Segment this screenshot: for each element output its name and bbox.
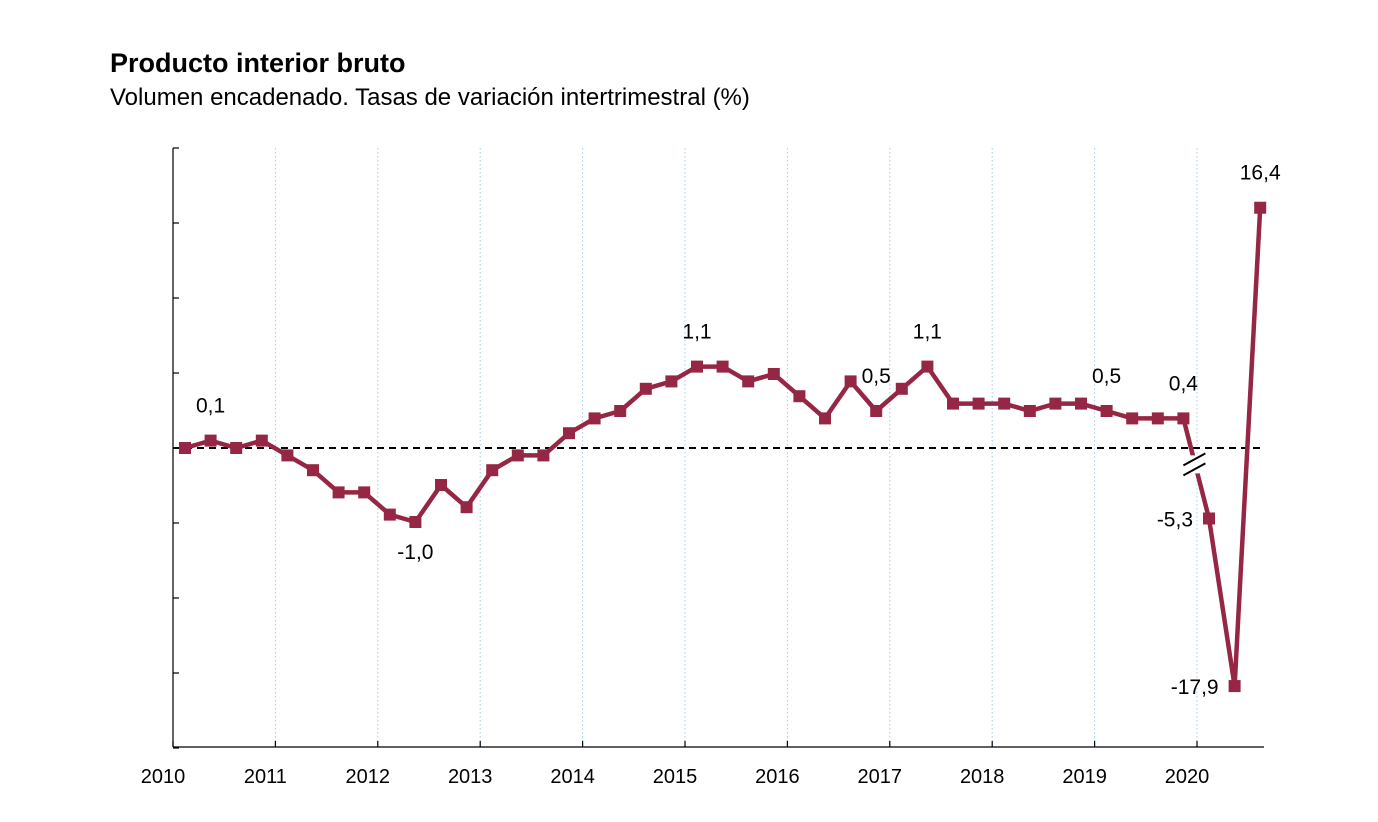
data-point-37 (1126, 412, 1139, 425)
x-tick-label: 2016 (755, 766, 800, 788)
data-point-0 (179, 442, 191, 454)
data-label: 0,5 (862, 365, 891, 388)
data-point-16 (588, 412, 601, 425)
data-label: 0,5 (1092, 365, 1121, 388)
data-point-23 (767, 368, 780, 380)
x-tick-label: 2012 (346, 766, 391, 788)
data-point-27 (870, 405, 883, 417)
data-point-7 (358, 486, 371, 499)
data-point-19 (665, 375, 678, 388)
chart-title: Producto interior bruto (110, 48, 406, 78)
x-tick-label: 2010 (141, 766, 186, 788)
x-tick-label: 2014 (550, 766, 595, 788)
series-pib (179, 201, 1267, 693)
data-point-40 (1203, 512, 1215, 525)
data-point-15 (563, 427, 575, 440)
data-label: 16,4 (1240, 162, 1281, 185)
data-point-8 (383, 508, 396, 521)
data-label: -1,0 (397, 541, 433, 564)
data-label: -17,9 (1171, 676, 1219, 699)
data-point-29 (921, 360, 934, 373)
data-point-31 (972, 397, 985, 410)
data-point-3 (255, 434, 268, 447)
data-point-1 (204, 434, 217, 447)
data-point-2 (230, 442, 243, 454)
x-tick-label: 2020 (1165, 766, 1210, 788)
data-label: -5,3 (1157, 508, 1193, 531)
data-point-32 (998, 397, 1011, 410)
series-line-pib (184, 207, 1263, 689)
x-tick-label: 2015 (653, 766, 698, 788)
data-point-24 (793, 390, 806, 403)
x-tick-label: 2013 (448, 766, 493, 788)
data-point-26 (844, 375, 857, 388)
axis-break-gap (1181, 455, 1208, 474)
data-point-41 (1228, 680, 1241, 693)
data-point-25 (819, 412, 831, 425)
data-point-6 (332, 486, 345, 499)
x-tick-label: 2011 (244, 766, 287, 788)
data-point-38 (1151, 412, 1164, 425)
axis-break-slash (1182, 452, 1206, 467)
chart-subtitle: Volumen encadenado. Tasas de variación i… (110, 84, 750, 111)
x-tick-label: 2018 (960, 766, 1005, 788)
data-label: 1,1 (682, 321, 711, 344)
x-tick-labels: 2010 2011 2012 2013 2014 2015 2016 2017 2018 2019… (141, 766, 1210, 788)
data-point-13 (511, 449, 524, 462)
data-point-18 (639, 382, 652, 395)
data-point-17 (614, 405, 627, 417)
data-point-30 (947, 397, 959, 410)
data-point-33 (1023, 405, 1036, 417)
data-point-39 (1177, 412, 1190, 425)
data-point-28 (895, 382, 908, 395)
data-point-10 (435, 479, 447, 491)
data-point-35 (1075, 397, 1087, 410)
axis-break-slash (1182, 462, 1206, 477)
data-point-5 (307, 464, 319, 477)
x-tick-label: 2019 (1062, 766, 1107, 788)
axis-break-marker (1181, 452, 1208, 477)
data-point-9 (409, 516, 422, 528)
data-point-12 (486, 464, 499, 477)
data-label: 0,4 (1169, 372, 1199, 395)
data-point-4 (281, 449, 294, 462)
data-label: 1,1 (913, 321, 942, 344)
data-label: 0,1 (196, 395, 225, 418)
data-labels: 0,1 -1,0 1,1 0,5 1,1 0,5 0,4 -5,3 -17,9 16,4 (196, 162, 1281, 699)
data-point-21 (716, 360, 729, 373)
data-point-14 (537, 449, 550, 462)
data-point-36 (1100, 405, 1113, 417)
data-point-20 (691, 360, 703, 373)
data-point-42 (1254, 201, 1267, 214)
x-tick-label: 2017 (858, 766, 903, 788)
data-point-34 (1049, 397, 1062, 410)
data-point-22 (742, 375, 755, 388)
data-point-11 (460, 501, 473, 514)
